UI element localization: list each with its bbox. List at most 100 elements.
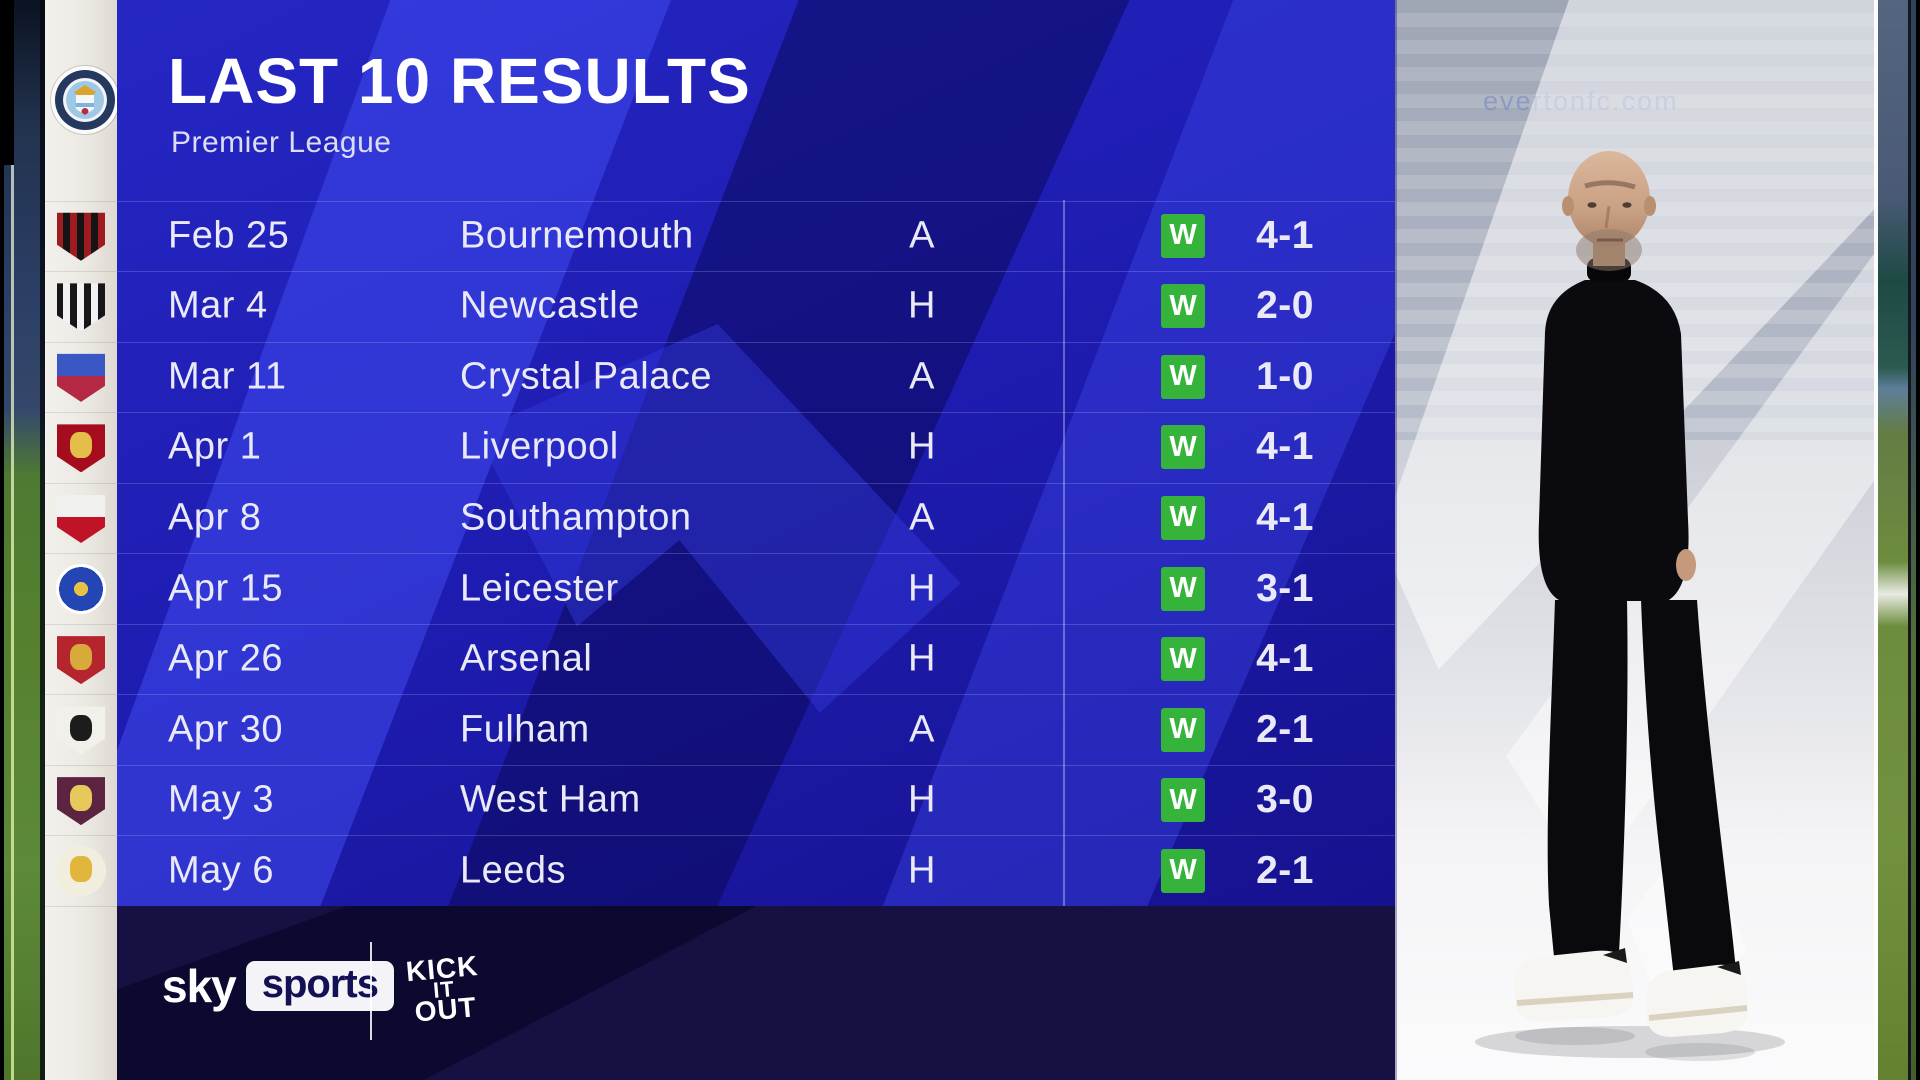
left-black-edge <box>0 0 4 1080</box>
page-title: LAST 10 RESULTS <box>168 45 751 117</box>
row-separator <box>117 623 1395 625</box>
left-video-sliver <box>0 0 45 1080</box>
win-badge: W <box>1161 354 1205 399</box>
crest-slot <box>55 563 107 615</box>
result-venue: H <box>908 567 936 610</box>
crest-slot <box>55 210 107 262</box>
result-date: Mar 4 <box>168 284 268 327</box>
sky-wordmark: sky <box>162 960 237 1012</box>
row-separator <box>117 764 1395 766</box>
result-venue: A <box>909 355 935 398</box>
result-row: May 3 West Ham H W 3-0 <box>117 765 1395 836</box>
west-ham-emblem <box>70 785 92 812</box>
result-score: 4-1 <box>1256 637 1314 681</box>
right-feed-strip <box>1878 0 1908 1080</box>
result-row: Feb 25 Bournemouth A W 4-1 <box>117 201 1395 272</box>
result-venue: A <box>909 708 935 751</box>
sidebar-separator <box>45 553 117 555</box>
footer-band: sky sports KICK IT OUT <box>117 906 1395 1080</box>
result-venue: H <box>908 849 936 892</box>
row-separator <box>117 553 1395 555</box>
row-separator <box>117 482 1395 484</box>
team-badge-bournemouth <box>57 212 105 261</box>
result-date: Apr 26 <box>168 637 283 680</box>
team-badge-fulham <box>57 706 105 755</box>
result-opponent: Newcastle <box>460 284 640 327</box>
result-score: 3-0 <box>1256 778 1314 822</box>
row-separator <box>117 835 1395 837</box>
team-badge-arsenal <box>57 636 105 685</box>
sidebar-separator <box>45 200 117 202</box>
result-score: 1-0 <box>1256 354 1314 398</box>
crest-slot <box>55 633 107 685</box>
row-separator <box>117 271 1395 273</box>
row-separator <box>117 341 1395 343</box>
sidebar-separator <box>45 694 117 696</box>
sky-sports-logo: sky sports <box>162 958 394 1014</box>
crest-slot <box>55 280 107 332</box>
logo-divider <box>370 942 372 1040</box>
result-opponent: Fulham <box>460 708 590 751</box>
crest-slot <box>55 421 107 473</box>
leeds-emblem <box>70 855 92 882</box>
crest-slot <box>55 704 107 756</box>
result-score: 3-1 <box>1256 566 1314 610</box>
win-badge: W <box>1161 707 1205 752</box>
results-panel: LAST 10 RESULTS Premier League Feb 25 Bo… <box>117 0 1395 1080</box>
result-row: Mar 4 Newcastle H W 2-0 <box>117 271 1395 342</box>
result-date: Mar 11 <box>168 355 287 398</box>
page-subtitle: Premier League <box>171 126 392 159</box>
result-date: Apr 30 <box>168 708 283 751</box>
right-dark-line <box>1908 0 1911 1080</box>
column-divider <box>1063 200 1065 906</box>
manager-figure <box>1475 151 1785 1061</box>
result-score: 2-1 <box>1256 707 1314 751</box>
row-separator <box>117 694 1395 696</box>
result-date: Apr 15 <box>168 567 283 610</box>
team-badge-liverpool <box>57 424 105 473</box>
result-venue: A <box>909 496 935 539</box>
result-row: May 6 Leeds H W 2-1 <box>117 835 1395 906</box>
left-dark-divider <box>40 0 45 1080</box>
result-date: Apr 8 <box>168 496 262 539</box>
team-badge-newcastle <box>57 283 105 332</box>
team-badge-west-ham <box>57 777 105 826</box>
crest-slot <box>55 774 107 826</box>
result-date: May 3 <box>168 778 274 821</box>
sidebar-separator <box>45 906 117 907</box>
sidebar-separator <box>45 623 117 625</box>
results-table: Feb 25 Bournemouth A W 4-1 Mar 4 Newcast… <box>117 0 1395 1080</box>
result-opponent: Crystal Palace <box>460 355 712 398</box>
result-score: 4-1 <box>1256 495 1314 539</box>
result-row: Mar 11 Crystal Palace A W 1-0 <box>117 342 1395 413</box>
sports-box: sports <box>245 961 394 1011</box>
result-date: May 6 <box>168 849 274 892</box>
result-score: 4-1 <box>1256 425 1314 469</box>
arsenal-emblem <box>70 644 92 671</box>
result-row: Apr 8 Southampton A W 4-1 <box>117 483 1395 554</box>
result-opponent: West Ham <box>460 778 641 821</box>
panel-photo-divider <box>1395 0 1397 1080</box>
crest-sidebar <box>45 0 119 1080</box>
team-badge-leeds <box>56 845 106 896</box>
result-opponent: Southampton <box>460 496 692 539</box>
result-row: Apr 30 Fulham A W 2-1 <box>117 694 1395 765</box>
sidebar-separator <box>45 341 117 343</box>
result-venue: H <box>908 284 936 327</box>
result-opponent: Bournemouth <box>460 214 694 257</box>
result-opponent: Leeds <box>460 849 567 892</box>
city-shield-icon <box>76 95 94 115</box>
result-score: 2-0 <box>1256 284 1314 328</box>
win-badge: W <box>1161 566 1205 611</box>
sidebar-separator <box>45 835 117 837</box>
manager-photo-panel: evertonfc.com <box>1395 0 1878 1080</box>
result-date: Apr 1 <box>168 425 262 468</box>
win-badge: W <box>1161 495 1205 540</box>
sidebar-separator <box>45 764 117 766</box>
crest-slot <box>55 845 107 897</box>
win-badge: W <box>1161 425 1205 470</box>
team-badge-southampton <box>57 494 105 543</box>
result-venue: A <box>909 214 935 257</box>
result-opponent: Leicester <box>460 567 619 610</box>
